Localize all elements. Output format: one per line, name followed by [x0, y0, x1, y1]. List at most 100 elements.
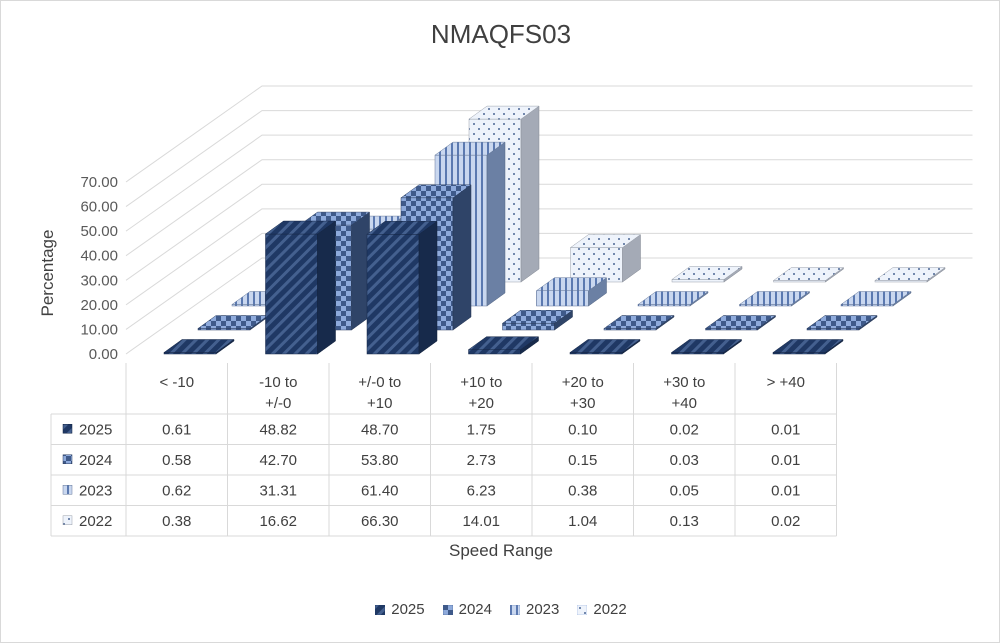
bar	[671, 265, 743, 283]
bar	[874, 267, 946, 283]
y-tick-label: 50.00	[80, 223, 118, 240]
gridlines	[125, 85, 973, 355]
bar-top	[400, 184, 472, 199]
bar-front	[671, 279, 725, 283]
gridline	[125, 134, 973, 232]
y-tick-label: 40.00	[80, 248, 118, 265]
bars	[163, 105, 946, 355]
gridline	[125, 85, 973, 183]
bar-side	[452, 184, 472, 331]
bar-top	[603, 315, 675, 329]
bar	[569, 234, 642, 283]
legend-item-2022: 2022	[577, 601, 627, 618]
table-cell-value: 0.01	[771, 452, 800, 469]
bar-front	[265, 233, 318, 355]
bar-front	[468, 349, 521, 355]
legend-item-2024: 2024	[442, 601, 492, 618]
legend-swatch-2023	[510, 604, 520, 615]
table-cell-value: 0.13	[670, 513, 699, 530]
bar	[366, 220, 438, 355]
bar	[840, 291, 912, 307]
gridline	[125, 159, 973, 257]
legend-label-2024: 2024	[458, 601, 492, 618]
table-cell-value: 53.80	[361, 452, 399, 469]
bar-top	[468, 105, 540, 120]
bar-top	[772, 267, 845, 281]
table-cell-value: 0.01	[771, 482, 800, 499]
category-label: +30 to +40	[663, 374, 705, 412]
bar-front	[502, 323, 555, 331]
legend-swatch-2024	[442, 604, 453, 615]
table-cell-value: 0.62	[162, 482, 191, 499]
bar-side	[486, 141, 506, 307]
bar-side	[418, 220, 438, 355]
y-tick-label: 0.00	[89, 346, 118, 363]
category-label: +/-0 to +10	[358, 374, 401, 412]
legend-swatch-2025	[375, 604, 386, 615]
legend-item-2025: 2025	[375, 601, 425, 618]
legend: 2025 2024 2023 2022	[1, 601, 999, 618]
table-cell-value: 0.05	[670, 482, 699, 499]
legend-item-2023: 2023	[510, 601, 559, 618]
bar-top	[163, 339, 235, 353]
bar-front	[570, 247, 623, 283]
table-series-key	[62, 454, 73, 464]
bar	[569, 339, 641, 355]
bar	[772, 339, 844, 355]
table-cell-value: 0.02	[670, 421, 699, 438]
bar-side	[520, 105, 540, 283]
bar-top	[637, 291, 709, 305]
y-axis-label: Percentage	[38, 229, 57, 317]
table-cell-value: 0.10	[568, 421, 597, 438]
table-cell-value: 42.70	[259, 452, 297, 469]
bar-top	[264, 220, 337, 235]
gridline	[125, 257, 973, 355]
table-cell-value: 31.31	[259, 482, 297, 499]
bar-top	[840, 291, 912, 305]
bar-side	[317, 220, 336, 355]
bar	[704, 315, 777, 331]
gridline	[125, 183, 973, 281]
category-label: > +40	[767, 374, 805, 391]
bar-front	[366, 234, 420, 355]
bar	[535, 277, 608, 307]
y-tick-label: 10.00	[80, 321, 118, 338]
x-axis-label: Speed Range	[449, 541, 553, 560]
bar-top	[197, 315, 269, 329]
bar-top	[738, 291, 811, 305]
category-label: < -10	[159, 374, 194, 391]
bar	[738, 291, 811, 307]
table-cell-value: 1.75	[467, 421, 496, 438]
table-series-key	[62, 424, 73, 434]
bar-top	[772, 339, 844, 353]
bar-top	[535, 277, 608, 291]
bar-top	[569, 339, 641, 353]
table-cell-value: 0.15	[568, 452, 597, 469]
bar	[264, 220, 337, 355]
bar-top	[366, 221, 438, 235]
table-cell-value: 48.70	[361, 421, 399, 438]
table-cell-value: 48.82	[259, 421, 297, 438]
table-cell-value: 6.23	[467, 482, 496, 499]
table-cell-value: 0.02	[771, 513, 800, 530]
table-series-name: 2024	[79, 452, 112, 469]
bar	[163, 339, 235, 355]
table-cell-value: 0.38	[162, 513, 191, 530]
bar	[467, 336, 540, 355]
gridline	[125, 232, 973, 330]
legend-label-2022: 2022	[593, 601, 627, 618]
table-series-key	[62, 485, 73, 495]
bar	[670, 339, 743, 355]
table-series-name: 2023	[79, 482, 112, 499]
category-label: +10 to +20	[460, 374, 502, 412]
gridline	[125, 208, 973, 306]
table-cell-value: 61.40	[361, 482, 399, 499]
table-cell-value: 16.62	[259, 513, 297, 530]
table-series-name: 2022	[79, 513, 112, 530]
bar-top	[671, 266, 743, 280]
table-cell-value: 66.30	[361, 513, 399, 530]
table-cell-value: 0.58	[162, 452, 191, 469]
chart-title: NMAQFS03	[430, 19, 572, 49]
gridline	[125, 110, 973, 207]
